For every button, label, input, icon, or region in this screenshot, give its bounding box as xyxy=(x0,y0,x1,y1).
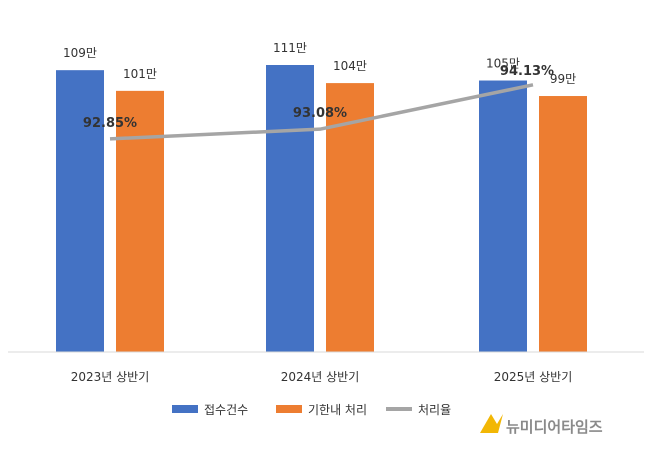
bar-0-2 xyxy=(479,80,527,352)
bar-data-label-1-0: 101만 xyxy=(123,67,157,81)
bars-layer: 109만 111만 105만 101만 104만 99만 xyxy=(56,41,587,353)
bar-data-label-1-2: 99만 xyxy=(550,72,576,86)
rate-line xyxy=(109,83,534,141)
rate-data-label-0: 92.85% xyxy=(83,116,137,131)
bar-data-label-0-1: 111만 xyxy=(273,41,307,55)
legend-swatch-receipts xyxy=(172,405,198,413)
rate-data-label-1: 93.08% xyxy=(293,106,347,121)
bar-data-label-1-1: 104만 xyxy=(333,59,367,73)
legend-swatch-processed xyxy=(276,405,302,413)
bar-data-label-0-2: 105만 xyxy=(486,57,520,71)
legend-label-rate: 처리율 xyxy=(418,403,451,417)
watermark-logo-icon xyxy=(480,414,503,433)
bar-data-label-0-0: 109만 xyxy=(63,46,97,60)
legend-label-processed: 기한내 처리 xyxy=(308,403,367,417)
bar-0-0 xyxy=(56,70,104,352)
line-layer: 92.85% 93.08% 94.13% xyxy=(83,64,554,141)
x-tick-label-1: 2024년 상반기 xyxy=(281,370,360,384)
bar-0-1 xyxy=(266,65,314,352)
legend: 접수건수 기한내 처리 처리율 xyxy=(172,403,451,417)
x-tick-label-0: 2023년 상반기 xyxy=(71,370,150,384)
x-tick-labels: 2023년 상반기 2024년 상반기 2025년 상반기 xyxy=(71,370,573,384)
watermark: 뉴미디어타임즈 xyxy=(480,414,603,436)
x-tick-label-2: 2025년 상반기 xyxy=(494,370,573,384)
bar-1-0 xyxy=(116,90,164,352)
bar-1-2 xyxy=(539,96,587,352)
rate-data-label-2: 94.13% xyxy=(500,64,554,79)
legend-label-receipts: 접수건수 xyxy=(204,403,248,417)
watermark-text: 뉴미디어타임즈 xyxy=(506,418,603,436)
